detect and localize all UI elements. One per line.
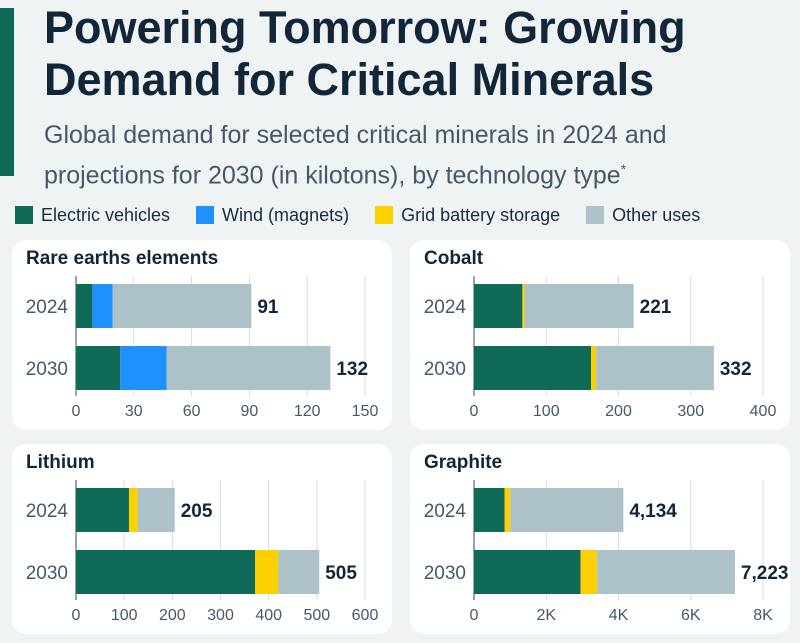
total-label: 91 (257, 297, 279, 318)
x-tick-label: 0 (470, 607, 479, 624)
bar-segment-electric-vehicles (474, 488, 505, 532)
x-tick-label: 500 (303, 607, 330, 624)
x-tick-label: 600 (352, 607, 379, 624)
x-tick-label: 400 (255, 607, 282, 624)
bar-segment-other-uses (166, 346, 331, 390)
chart-panel-lithium: 0 100 200 300 400 500 600 2024 205 2030 505 Lithiu… (12, 444, 392, 634)
y-category-label: 2024 (26, 297, 69, 318)
legend-item-electric-vehicles: Electric vehicles (15, 205, 170, 226)
x-tick-label: 8K (753, 607, 773, 624)
bar-segment-grid-battery (128, 488, 138, 532)
bar-segment-other-uses (510, 488, 624, 532)
y-category-label: 2030 (424, 359, 466, 380)
y-category-label: 2024 (424, 501, 467, 522)
total-label: 505 (325, 563, 357, 584)
bar-segment-other-uses (278, 550, 320, 594)
total-label: 7,223 (741, 563, 789, 584)
chart-title-cobalt: Cobalt (424, 248, 484, 269)
chart-panel-rare-earths: 0 30 60 90 120 150 2024 91 2030 132 Rare earths e… (12, 240, 392, 430)
chart-panel-cobalt: 0 100 200 300 400 2024 221 2030 332 Cobalt (410, 240, 790, 430)
page-subtitle: Global demand for selected critical mine… (44, 118, 784, 192)
legend-swatch-grid-battery (375, 206, 394, 224)
bar-segment-grid-battery (580, 550, 597, 594)
x-tick-label: 90 (241, 403, 259, 420)
legend-swatch-other-uses (586, 206, 605, 224)
legend-item-wind: Wind (magnets) (196, 205, 349, 226)
y-category-label: 2030 (26, 359, 68, 380)
bar-segment-grid-battery (255, 550, 279, 594)
legend-label-wind: Wind (magnets) (222, 204, 350, 225)
x-tick-label: 200 (159, 607, 186, 624)
bar-segment-other-uses (596, 550, 735, 594)
x-tick-label: 0 (470, 403, 479, 420)
x-tick-label: 300 (207, 607, 234, 624)
bar-segment-wind (120, 346, 167, 390)
bar-segment-grid-battery (504, 488, 511, 532)
x-tick-label: 0 (72, 607, 81, 624)
footnote-mark: * (620, 161, 627, 177)
legend-swatch-wind (196, 206, 215, 224)
page-title: Powering Tomorrow: Growing Demand for Cr… (44, 2, 686, 105)
total-label: 132 (336, 359, 368, 380)
bar-segment-grid-battery (522, 284, 525, 328)
bar-segment-electric-vehicles (474, 346, 592, 390)
legend-item-grid-battery: Grid battery storage (375, 205, 560, 226)
accent-bar (0, 8, 14, 176)
legend-label-other-uses: Other uses (612, 204, 701, 225)
legend-swatch-electric-vehicles (15, 206, 33, 224)
x-tick-label: 6K (681, 607, 701, 624)
y-category-label: 2024 (26, 501, 69, 522)
chart-svg-lithium: 0 100 200 300 400 500 600 2024 205 2030 505 (26, 480, 379, 624)
bar-segment-electric-vehicles (76, 488, 129, 532)
y-category-label: 2030 (424, 563, 466, 584)
x-tick-label: 400 (750, 403, 777, 420)
total-label: 4,134 (629, 501, 677, 522)
chart-title-rare-earths: Rare earths elements (26, 248, 219, 269)
legend-label-electric-vehicles: Electric vehicles (41, 204, 171, 225)
chart-svg-rare-earths: 0 30 60 90 120 150 2024 91 2030 132 (26, 276, 379, 420)
bar-segment-other-uses (112, 284, 252, 328)
x-tick-label: 150 (352, 403, 379, 420)
bar-segment-electric-vehicles (76, 550, 256, 594)
total-label: 221 (640, 297, 672, 318)
legend-item-other-uses: Other uses (586, 205, 700, 226)
chart-svg-cobalt: 0 100 200 300 400 2024 221 2030 332 (424, 276, 777, 420)
x-tick-label: 120 (294, 403, 321, 420)
bar-segment-other-uses (596, 346, 714, 390)
bar-segment-electric-vehicles (474, 550, 581, 594)
chart-panel-graphite: 0 2K 4K 6K 8K 2024 4,134 2030 7,223 Graphite (410, 444, 790, 634)
chart-title-graphite: Graphite (424, 452, 503, 473)
total-label: 205 (181, 501, 213, 522)
legend-label-grid-battery: Grid battery storage (401, 204, 561, 225)
y-category-label: 2030 (26, 563, 68, 584)
chart-svg-graphite: 0 2K 4K 6K 8K 2024 4,134 2030 7,223 (424, 480, 789, 624)
x-tick-label: 300 (677, 403, 704, 420)
bar-segment-electric-vehicles (76, 346, 121, 390)
bar-segment-grid-battery (591, 346, 597, 390)
bar-segment-electric-vehicles (474, 284, 523, 328)
x-tick-label: 2K (536, 607, 556, 624)
total-label: 332 (720, 359, 752, 380)
subtitle-text: Global demand for selected critical mine… (44, 121, 667, 190)
bar-segment-wind (92, 284, 113, 328)
x-tick-label: 100 (111, 607, 138, 624)
chart-title-lithium: Lithium (26, 452, 95, 473)
y-category-label: 2024 (424, 297, 467, 318)
x-tick-label: 30 (125, 403, 143, 420)
x-tick-label: 100 (533, 403, 560, 420)
x-tick-label: 4K (609, 607, 629, 624)
bar-segment-other-uses (137, 488, 175, 532)
legend: Electric vehicles Wind (magnets) Grid ba… (15, 203, 795, 227)
x-tick-label: 0 (72, 403, 81, 420)
bar-segment-electric-vehicles (76, 284, 93, 328)
x-tick-label: 200 (605, 403, 632, 420)
bar-segment-other-uses (524, 284, 634, 328)
x-tick-label: 60 (183, 403, 201, 420)
